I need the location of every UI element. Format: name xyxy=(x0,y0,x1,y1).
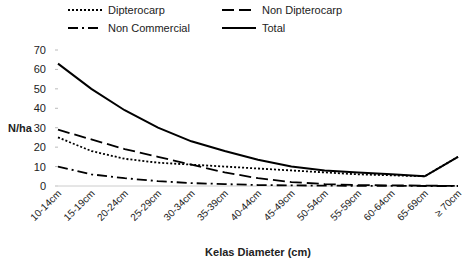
x-tick-label: 20-24cm xyxy=(95,188,130,223)
legend-swatch xyxy=(222,27,256,29)
y-tick-label: 40 xyxy=(34,102,46,114)
legend-swatch xyxy=(222,9,256,11)
y-tick-label: 50 xyxy=(34,83,46,95)
legend-label: Total xyxy=(262,22,285,34)
chart-container: 0 10 20 30 40 50 60 70 10-14cm15-19cm20-24cm25-2… xyxy=(0,0,466,264)
x-tick-label: 30-34cm xyxy=(161,188,196,223)
x-tick-label: 35-39cm xyxy=(195,188,230,223)
plot-lines xyxy=(58,64,458,186)
series-line xyxy=(58,64,458,177)
y-tick xyxy=(55,127,58,128)
x-tick-label: 50-54cm xyxy=(295,188,330,223)
y-tick-label: 10 xyxy=(34,161,46,173)
chart-svg: 0 10 20 30 40 50 60 70 10-14cm15-19cm20-24cm25-2… xyxy=(0,0,466,264)
series-line xyxy=(58,167,458,186)
legend-label: Non Dipterocarp xyxy=(262,4,342,16)
x-tick-label: 60-64cm xyxy=(361,188,396,223)
x-tick-label: 65-69cm xyxy=(395,188,430,223)
y-tick xyxy=(55,108,58,109)
x-axis-title: Kelas Diameter (cm) xyxy=(205,246,311,258)
y-tick xyxy=(55,186,58,187)
x-tick-label: 10-14cm xyxy=(28,188,63,223)
y-axis-title: N/ha xyxy=(8,122,33,134)
legend-swatch xyxy=(68,9,102,11)
legend-swatch xyxy=(68,27,102,29)
y-tick xyxy=(55,147,58,148)
x-tick-label: ≥ 70cm xyxy=(432,188,463,219)
legend-label: Non Commercial xyxy=(108,22,190,34)
y-tick-label: 20 xyxy=(34,141,46,153)
y-tick xyxy=(55,50,58,51)
y-tick xyxy=(55,88,58,89)
y-tick-label: 70 xyxy=(34,44,46,56)
y-tick xyxy=(55,69,58,70)
y-tick-label: 0 xyxy=(40,180,46,192)
x-tick-label: 45-49cm xyxy=(261,188,296,223)
x-tick-label: 40-44cm xyxy=(228,188,263,223)
legend-label: Dipterocarp xyxy=(108,4,165,16)
x-tick-label: 25-29cm xyxy=(128,188,163,223)
x-tick-label: 15-19cm xyxy=(61,188,96,223)
x-tick-label: 55-59cm xyxy=(328,188,363,223)
y-tick-label: 30 xyxy=(34,122,46,134)
y-tick-label: 60 xyxy=(34,63,46,75)
series-line xyxy=(58,130,458,186)
y-tick xyxy=(55,166,58,167)
series-line xyxy=(58,137,458,176)
